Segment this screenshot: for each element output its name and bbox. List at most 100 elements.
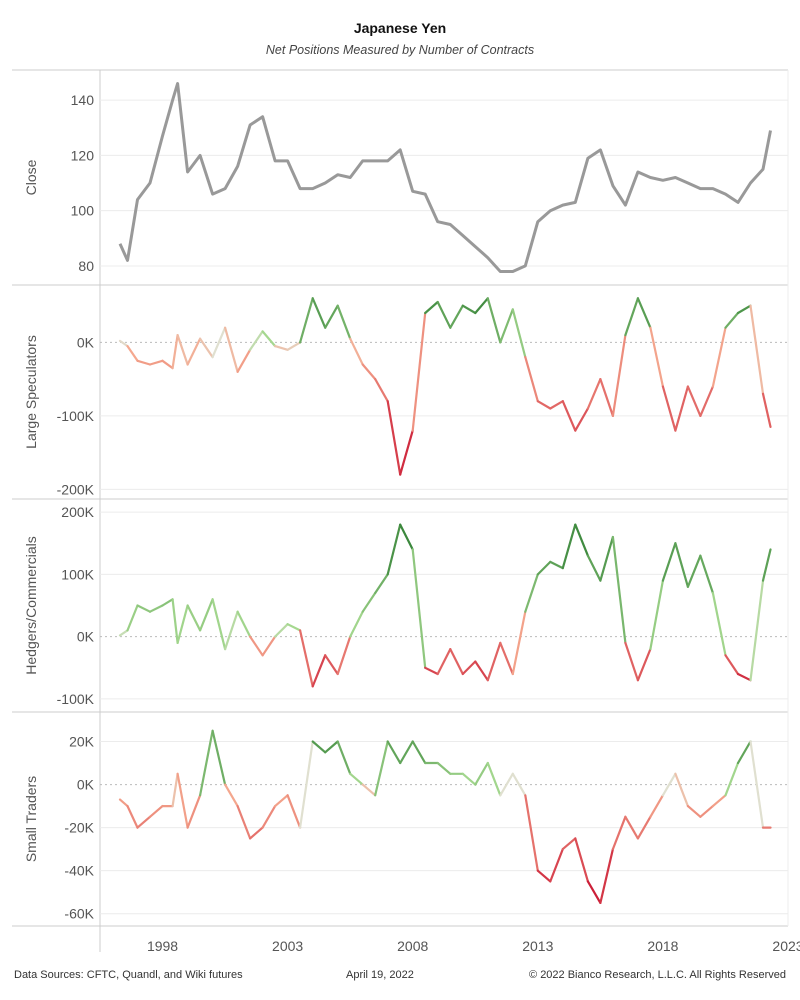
series-segment-3-44 bbox=[649, 794, 665, 818]
series-segment-2-14 bbox=[274, 623, 289, 638]
series-segment-1-27 bbox=[436, 300, 452, 329]
series-segment-1-29 bbox=[461, 304, 477, 315]
series-segment-1-19 bbox=[336, 304, 352, 340]
series-segment-1-23 bbox=[386, 400, 402, 476]
series-segment-3-50 bbox=[724, 761, 740, 797]
series-segment-3-3 bbox=[148, 804, 164, 818]
y-tick-label-3-4: 20K bbox=[69, 734, 95, 750]
y-tick-label-1-2: 0K bbox=[77, 334, 95, 350]
y-axis-label-1: Large Speculators bbox=[23, 335, 39, 449]
series-segment-2-43 bbox=[636, 647, 652, 682]
series-segment-1-26 bbox=[424, 300, 439, 315]
series-segment-1-31 bbox=[486, 297, 502, 344]
series-segment-3-49 bbox=[711, 794, 727, 808]
x-tick-label-0: 1998 bbox=[147, 938, 178, 954]
series-segment-1-25 bbox=[411, 311, 427, 432]
series-segment-1-11 bbox=[236, 348, 252, 373]
series-segment-1-22 bbox=[374, 378, 389, 403]
series-segment-3-25 bbox=[411, 740, 427, 765]
series-segment-2-44 bbox=[649, 579, 665, 651]
series-segment-1-46 bbox=[674, 385, 690, 432]
series-segment-2-26 bbox=[424, 666, 439, 676]
series-segment-3-16 bbox=[299, 740, 314, 829]
series-segment-3-47 bbox=[686, 804, 702, 818]
series-segment-2-3 bbox=[148, 604, 164, 613]
series-segment-1-12 bbox=[249, 330, 264, 351]
series-segment-2-10 bbox=[224, 610, 239, 651]
series-segment-3-24 bbox=[399, 740, 414, 765]
series-segment-2-27 bbox=[436, 647, 452, 676]
series-segment-2-25 bbox=[411, 548, 427, 669]
series-segment-1-47 bbox=[686, 385, 702, 417]
series-segment-3-15 bbox=[286, 794, 302, 829]
x-tick-label-1: 2003 bbox=[272, 938, 303, 954]
series-segment-1-7 bbox=[186, 337, 202, 366]
series-segment-3-43 bbox=[636, 815, 652, 840]
series-segment-1-1 bbox=[126, 345, 139, 362]
series-segment-1-28 bbox=[449, 304, 464, 329]
series-segment-1-24 bbox=[399, 429, 414, 476]
series-segment-3-0 bbox=[118, 798, 129, 808]
series-segment-3-9 bbox=[211, 729, 227, 786]
series-segment-3-39 bbox=[586, 880, 602, 905]
series-segment-1-50 bbox=[724, 311, 740, 329]
series-segment-3-14 bbox=[274, 794, 289, 808]
series-segment-3-17 bbox=[311, 740, 327, 754]
series-segment-2-21 bbox=[361, 591, 377, 613]
series-segment-3-41 bbox=[611, 815, 627, 851]
series-segment-2-47 bbox=[686, 554, 702, 588]
series-segment-1-17 bbox=[311, 297, 327, 329]
y-tick-label-3-1: -40K bbox=[64, 863, 94, 879]
series-segment-1-10 bbox=[224, 326, 239, 373]
series-segment-2-40 bbox=[599, 535, 615, 582]
y-tick-label-1-0: -200K bbox=[57, 481, 95, 497]
series-segment-3-31 bbox=[486, 761, 502, 797]
series-segment-2-52 bbox=[749, 579, 765, 682]
series-segment-1-0 bbox=[118, 339, 129, 348]
series-segment-1-39 bbox=[586, 378, 602, 410]
series-segment-3-40 bbox=[599, 847, 615, 905]
series-segment-3-12 bbox=[249, 826, 264, 840]
series-segment-1-42 bbox=[624, 297, 640, 337]
series-segment-3-33 bbox=[511, 772, 527, 797]
series-segment-2-7 bbox=[186, 604, 202, 632]
series-segment-3-19 bbox=[336, 740, 352, 775]
series-segment-2-23 bbox=[386, 523, 402, 576]
series-segment-2-4 bbox=[161, 598, 174, 607]
series-segment-3-34 bbox=[524, 794, 539, 872]
series-segment-1-44 bbox=[649, 326, 665, 388]
series-segment-2-24 bbox=[399, 523, 414, 551]
series-segment-1-3 bbox=[148, 359, 164, 366]
footer-date: April 19, 2022 bbox=[346, 969, 414, 981]
series-segment-2-2 bbox=[136, 604, 152, 613]
series-segment-2-22 bbox=[374, 573, 389, 595]
series-segment-3-29 bbox=[461, 772, 477, 786]
series-segment-2-5 bbox=[171, 598, 179, 645]
series-segment-3-10 bbox=[224, 783, 239, 808]
series-segment-3-7 bbox=[186, 794, 202, 829]
series-segment-2-33 bbox=[511, 610, 527, 676]
series-segment-2-34 bbox=[524, 573, 539, 613]
series-segment-1-40 bbox=[599, 378, 615, 417]
y-axis-label-2: Hedgers/Commercials bbox=[23, 536, 39, 674]
series-segment-3-51 bbox=[736, 740, 752, 765]
series-segment-1-38 bbox=[574, 407, 590, 432]
series-segment-2-20 bbox=[349, 610, 364, 638]
series-segment-3-45 bbox=[661, 772, 677, 797]
series-segment-3-27 bbox=[436, 761, 452, 775]
series-segment-1-18 bbox=[324, 304, 339, 329]
series-segment-3-42 bbox=[624, 815, 640, 840]
y-tick-label-2-3: 200K bbox=[61, 504, 94, 520]
x-tick-label-4: 2018 bbox=[647, 938, 678, 954]
series-segment-1-8 bbox=[199, 337, 214, 359]
series-segment-2-46 bbox=[674, 542, 690, 588]
series-segment-3-11 bbox=[236, 804, 252, 840]
x-tick-label-3: 2013 bbox=[522, 938, 553, 954]
series-segment-1-21 bbox=[361, 363, 377, 381]
series-segment-1-49 bbox=[711, 326, 727, 388]
series-segment-2-9 bbox=[211, 598, 227, 651]
series-segment-2-17 bbox=[311, 654, 327, 688]
series-segment-3-36 bbox=[549, 847, 564, 883]
series-segment-1-36 bbox=[549, 400, 564, 410]
